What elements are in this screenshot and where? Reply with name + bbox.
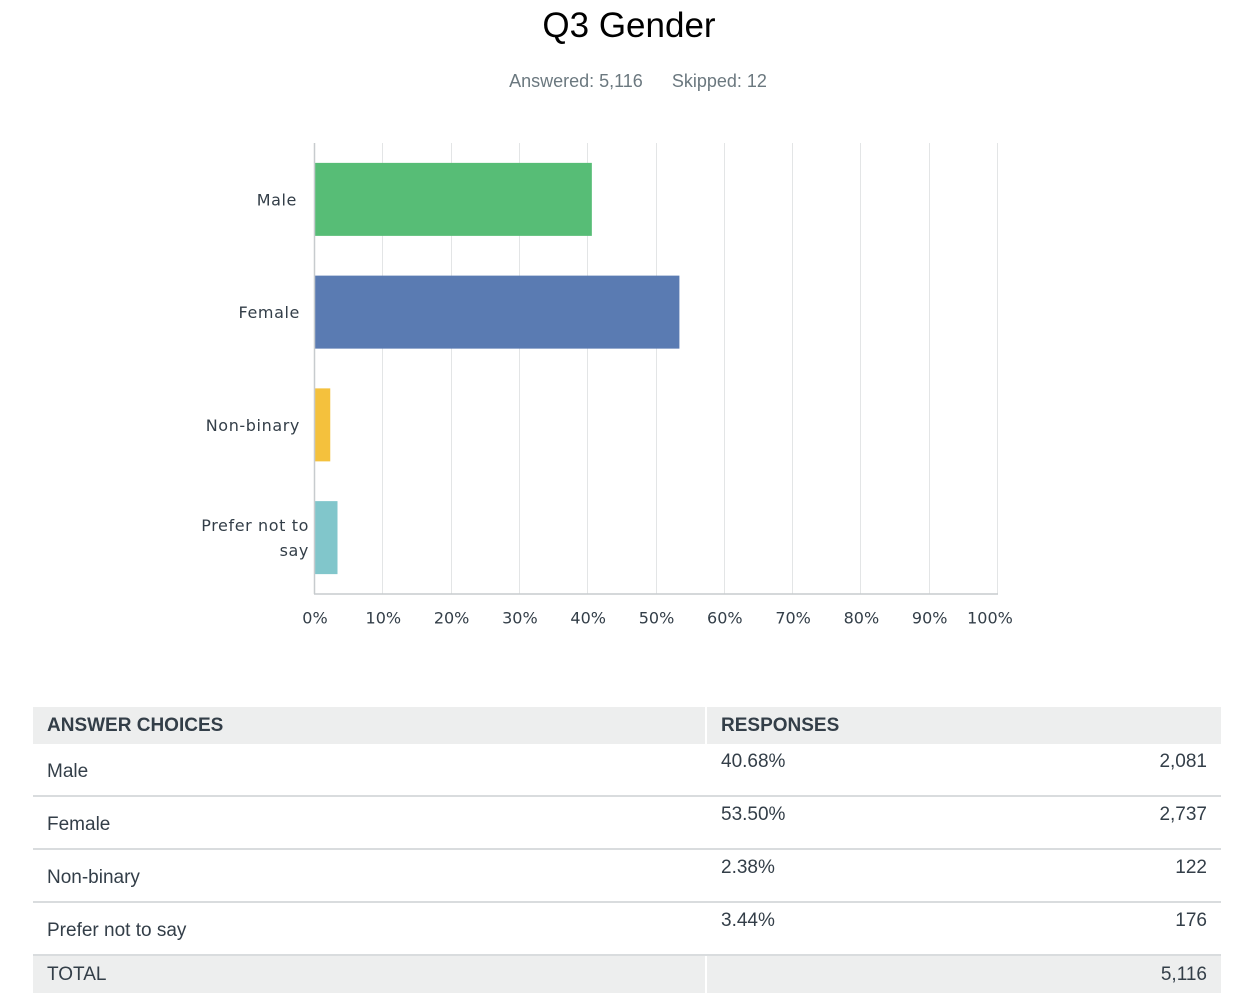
tick-label: 80%	[844, 609, 880, 628]
skipped-count: Skipped: 12	[671, 71, 767, 91]
row-count: 122	[990, 849, 1221, 903]
bar	[315, 162, 592, 236]
tick-label: 50%	[639, 609, 675, 628]
tick-label: 100%	[967, 609, 1013, 628]
row-percent: 53.50%	[706, 796, 991, 850]
total-percent-empty	[706, 955, 991, 993]
row-choice: Female	[33, 796, 707, 850]
answered-count: Answered: 5,116	[509, 71, 643, 91]
category-label: Non-binary	[206, 415, 300, 434]
row-percent: 40.68%	[706, 744, 991, 797]
total-label: TOTAL	[33, 955, 707, 993]
bar	[315, 501, 338, 575]
table-total-row: TOTAL 5,116	[33, 955, 1221, 993]
row-count: 2,737	[990, 796, 1221, 850]
responses-table-container: ANSWER CHOICES RESPONSES Male 40.68% 2,0…	[33, 707, 1221, 993]
row-percent: 3.44%	[706, 902, 991, 956]
bars	[315, 162, 680, 575]
tick-label: 10%	[366, 609, 402, 628]
header-answer-choices: ANSWER CHOICES	[33, 707, 707, 744]
category-label: Male	[257, 190, 297, 209]
tick-label: 70%	[775, 609, 811, 628]
tick-label: 30%	[502, 609, 538, 628]
question-title: Q3 Gender	[542, 6, 716, 45]
row-percent: 2.38%	[706, 849, 991, 903]
category-label: Prefer not to say	[201, 516, 309, 560]
bar	[315, 275, 680, 349]
axes	[313, 143, 998, 595]
tick-label: 0%	[302, 609, 327, 628]
row-count: 176	[990, 902, 1221, 956]
row-count: 2,081	[990, 744, 1221, 797]
table-row: Male 40.68% 2,081	[33, 744, 1221, 797]
total-count: 5,116	[990, 955, 1221, 993]
category-label: Female	[239, 303, 300, 322]
category-labels: Male Female Non-binary Prefer not to say	[201, 190, 309, 560]
tick-label: 20%	[434, 609, 470, 628]
header-responses: RESPONSES	[706, 707, 1221, 744]
response-summary: Answered: 5,116 Skipped: 12	[0, 71, 1248, 92]
tick-label: 60%	[707, 609, 743, 628]
table-row: Female 53.50% 2,737	[33, 796, 1221, 850]
table-row: Non-binary 2.38% 122	[33, 849, 1221, 903]
tick-label: 90%	[912, 609, 948, 628]
bar-chart: Male Female Non-binary Prefer not to say 0% 1…	[201, 143, 1013, 628]
tick-label: 40%	[570, 609, 606, 628]
row-choice: Prefer not to say	[33, 902, 707, 956]
row-choice: Male	[33, 744, 707, 797]
table-header-row: ANSWER CHOICES RESPONSES	[33, 707, 1221, 744]
responses-table: ANSWER CHOICES RESPONSES Male 40.68% 2,0…	[33, 707, 1221, 993]
bar	[315, 388, 331, 462]
tick-labels: 0% 10% 20% 30% 40% 50% 60% 70% 80% 90% 100%	[302, 609, 1013, 628]
row-choice: Non-binary	[33, 849, 707, 903]
table-row: Prefer not to say 3.44% 176	[33, 902, 1221, 956]
